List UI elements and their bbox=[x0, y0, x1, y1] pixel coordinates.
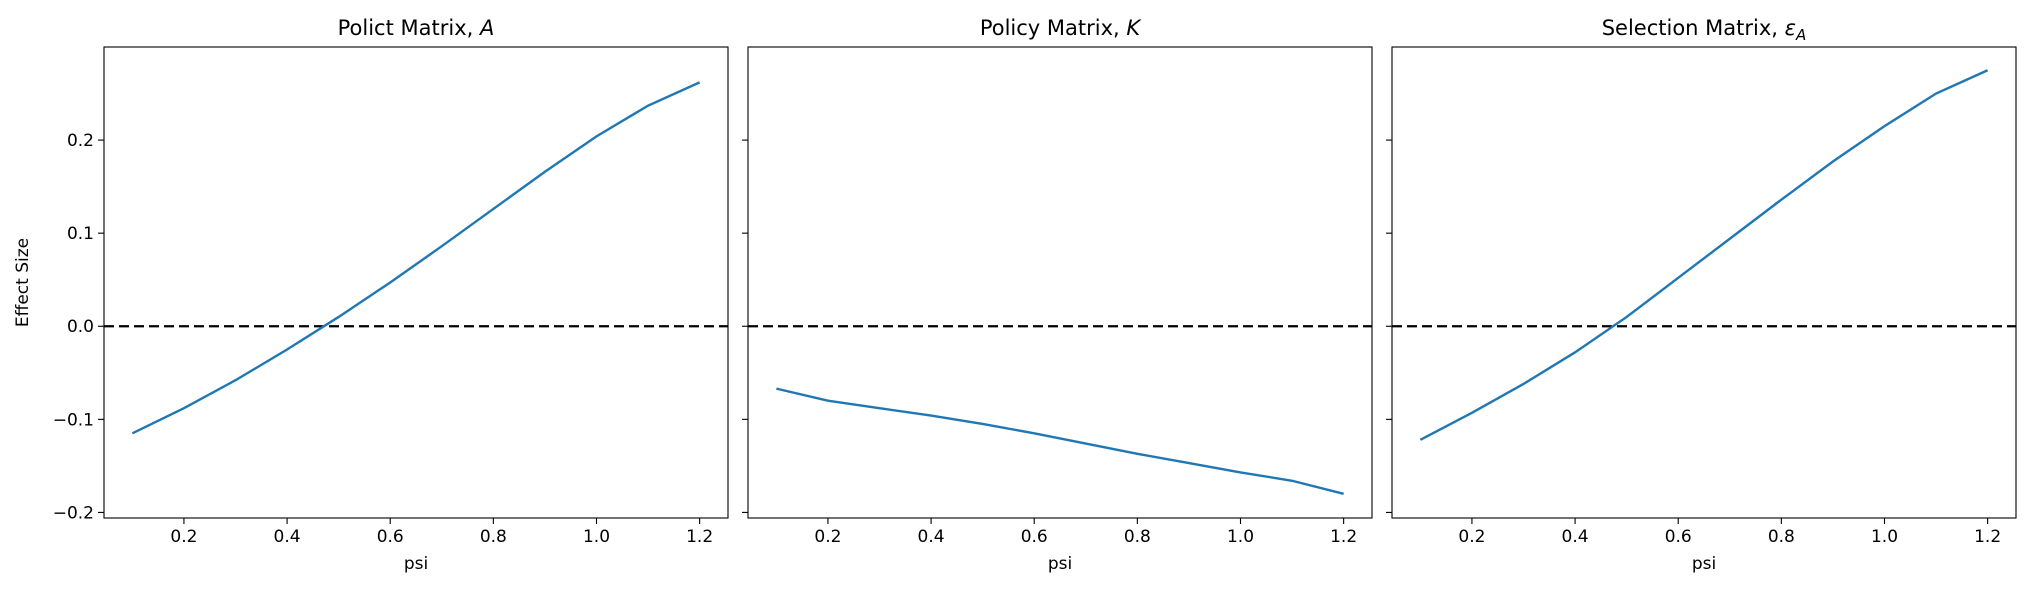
y-tick-label: −0.1 bbox=[53, 410, 94, 430]
x-tick-label: 0.2 bbox=[170, 527, 197, 547]
x-axis-label: psi bbox=[1692, 554, 1716, 574]
y-tick-label: 0.1 bbox=[67, 224, 94, 244]
x-tick-label: 0.4 bbox=[918, 527, 945, 547]
data-line bbox=[1419, 69, 1989, 441]
x-tick-label: 0.8 bbox=[1124, 527, 1151, 547]
data-line bbox=[131, 81, 701, 435]
y-tick-label: −0.2 bbox=[53, 503, 94, 523]
x-axis-label: psi bbox=[404, 554, 428, 574]
axes-frame bbox=[747, 46, 1373, 519]
title-symbol: K bbox=[1126, 16, 1142, 40]
y-tick-label: 0.0 bbox=[67, 317, 94, 337]
panel-title: Selection Matrix, εA bbox=[1602, 16, 1807, 44]
x-tick-label: 0.2 bbox=[1458, 527, 1485, 547]
title-symbol: A bbox=[478, 16, 494, 40]
title-text: Policy Matrix, bbox=[980, 16, 1127, 40]
x-tick-label: 1.2 bbox=[1974, 527, 2001, 547]
x-tick-label: 1.0 bbox=[583, 527, 610, 547]
title-text: Selection Matrix, bbox=[1602, 16, 1785, 40]
x-tick-label: 0.6 bbox=[377, 527, 404, 547]
x-tick-label: 0.8 bbox=[480, 527, 507, 547]
panel-title: Policy Matrix, K bbox=[980, 16, 1143, 40]
x-tick-label: 0.6 bbox=[1665, 527, 1692, 547]
x-tick-label: 0.4 bbox=[1562, 527, 1589, 547]
x-tick-label: 0.6 bbox=[1021, 527, 1048, 547]
axes-frame bbox=[103, 46, 729, 519]
x-tick-label: 1.0 bbox=[1871, 527, 1898, 547]
y-axis-label: Effect Size bbox=[13, 238, 33, 327]
y-tick-label: 0.2 bbox=[67, 131, 94, 151]
x-tick-label: 0.4 bbox=[274, 527, 301, 547]
x-tick-label: 0.2 bbox=[814, 527, 841, 547]
x-tick-label: 1.2 bbox=[1330, 527, 1357, 547]
title-subscript: A bbox=[1795, 26, 1806, 44]
x-axis-label: psi bbox=[1048, 554, 1072, 574]
x-tick-label: 0.8 bbox=[1768, 527, 1795, 547]
x-tick-label: 1.0 bbox=[1227, 527, 1254, 547]
data-line bbox=[776, 387, 1344, 495]
axes-frame bbox=[1391, 46, 2017, 519]
x-tick-label: 1.2 bbox=[686, 527, 713, 547]
panel-title: Polict Matrix, A bbox=[338, 16, 495, 40]
title-text: Polict Matrix, bbox=[338, 16, 480, 40]
title-symbol: ε bbox=[1785, 16, 1796, 40]
